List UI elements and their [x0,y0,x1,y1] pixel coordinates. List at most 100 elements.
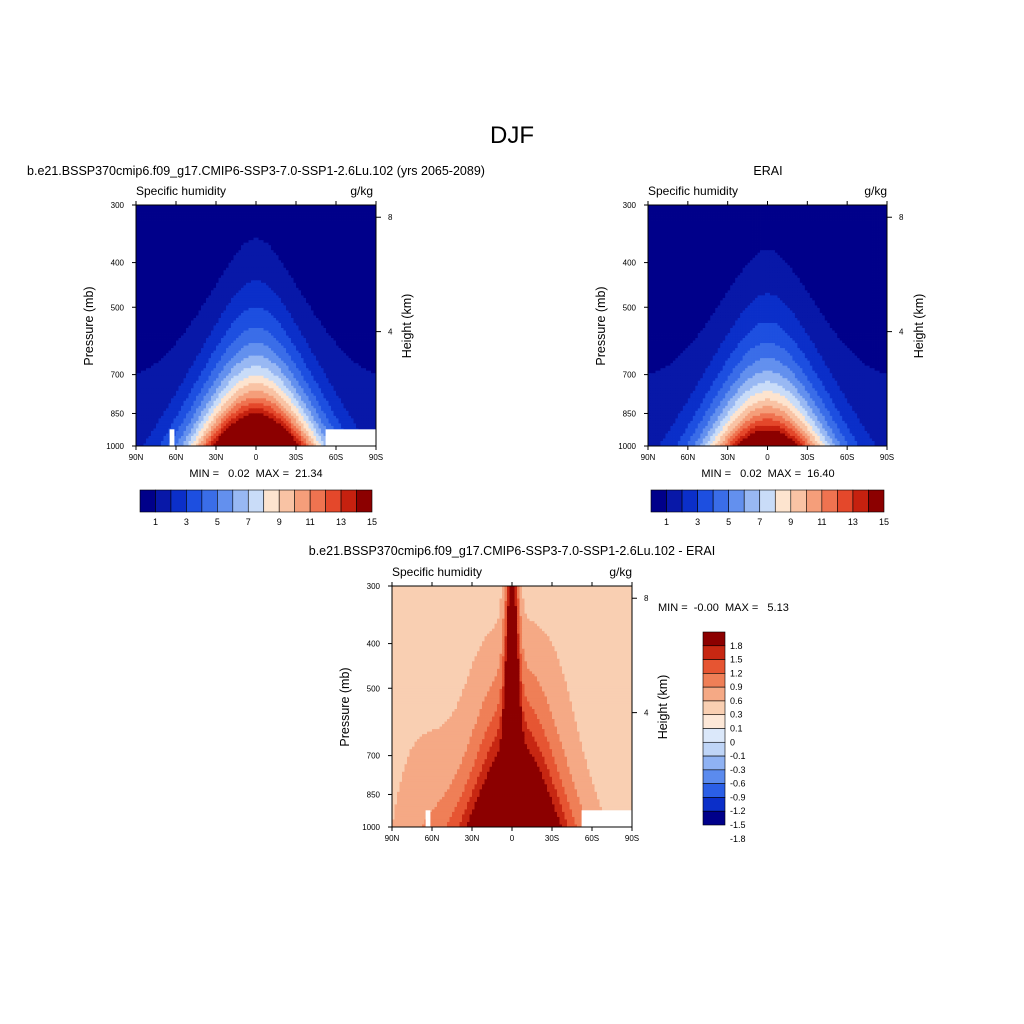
contour-cell [186,288,189,291]
contour-cell [191,255,194,258]
contour-cell [249,210,252,213]
contour-cell [231,323,234,326]
contour-cell [146,288,149,291]
contour-cell [371,243,374,246]
contour-cell [276,223,279,226]
contour-cell [186,278,189,281]
contour-cell [256,220,259,223]
contour-cell [244,331,247,334]
contour-cell [174,240,177,243]
contour-cell [324,253,327,256]
contour-cell [341,298,344,301]
contour-cell [276,303,279,306]
contour-cell [296,283,299,286]
contour-cell [261,293,264,296]
contour-cell [296,320,299,323]
contour-cell [281,298,284,301]
contour-cell [314,268,317,271]
contour-cell [144,250,147,253]
contour-cell [346,326,349,329]
contour-cell [354,208,357,211]
contour-cell [296,293,299,296]
contour-cell [331,243,334,246]
contour-cell [211,323,214,326]
contour-cell [156,210,159,213]
contour-cell [201,303,204,306]
contour-cell [264,263,267,266]
contour-cell [169,285,172,288]
contour-cell [349,245,352,248]
contour-cell [326,320,329,323]
contour-cell [319,235,322,238]
contour-cell [139,288,142,291]
contour-cell [354,265,357,268]
contour-cell [151,310,154,313]
contour-cell [219,283,222,286]
contour-cell [261,300,264,303]
contour-cell [306,328,309,331]
contour-cell [296,230,299,233]
contour-cell [151,230,154,233]
contour-cell [144,298,147,301]
contour-cell [331,208,334,211]
contour-cell [219,328,222,331]
contour-cell [159,333,162,336]
contour-cell [211,263,214,266]
contour-cell [309,326,312,329]
contour-cell [209,210,212,213]
contour-cell [309,308,312,311]
contour-cell [259,308,262,311]
contour-cell [209,250,212,253]
contour-cell [329,240,332,243]
contour-cell [144,331,147,334]
contour-cell [214,298,217,301]
contour-cell [224,253,227,256]
contour-cell [261,283,264,286]
contour-cell [196,215,199,218]
contour-cell [364,210,367,213]
contour-cell [234,268,237,271]
contour-cell [296,255,299,258]
contour-cell [271,293,274,296]
contour-cell [331,265,334,268]
contour-cell [146,278,149,281]
contour-cell [354,238,357,241]
contour-cell [334,238,337,241]
contour-cell [306,250,309,253]
contour-cell [294,228,297,231]
contour-cell [264,300,267,303]
contour-cell [339,210,342,213]
contour-cell [366,295,369,298]
panel-model: b.e21.BSSP370cmip6.f09_g17.CMIP6-SSP3-7.… [27,164,485,480]
contour-cell [311,238,314,241]
contour-cell [184,265,187,268]
contour-cell [371,313,374,316]
contour-cell [239,305,242,308]
contour-cell [299,310,302,313]
contour-cell [216,303,219,306]
contour-cell [171,280,174,283]
contour-cell [326,233,329,236]
contour-cell [169,270,172,273]
contour-cell [301,240,304,243]
contour-cell [246,290,249,293]
contour-cell [184,300,187,303]
contour-cell [249,308,252,311]
contour-cell [209,300,212,303]
contour-cell [234,210,237,213]
contour-cell [169,328,172,331]
contour-cell [164,328,167,331]
contour-cell [206,275,209,278]
contour-cell [201,233,204,236]
contour-cell [299,295,302,298]
contour-cell [249,273,252,276]
contour-cell [194,270,197,273]
contour-cell [359,258,362,261]
contour-cell [236,293,239,296]
contour-cell [274,293,277,296]
contour-cell [216,305,219,308]
contour-cell [186,298,189,301]
contour-cell [221,223,224,226]
contour-cell [171,225,174,228]
contour-cell [341,300,344,303]
